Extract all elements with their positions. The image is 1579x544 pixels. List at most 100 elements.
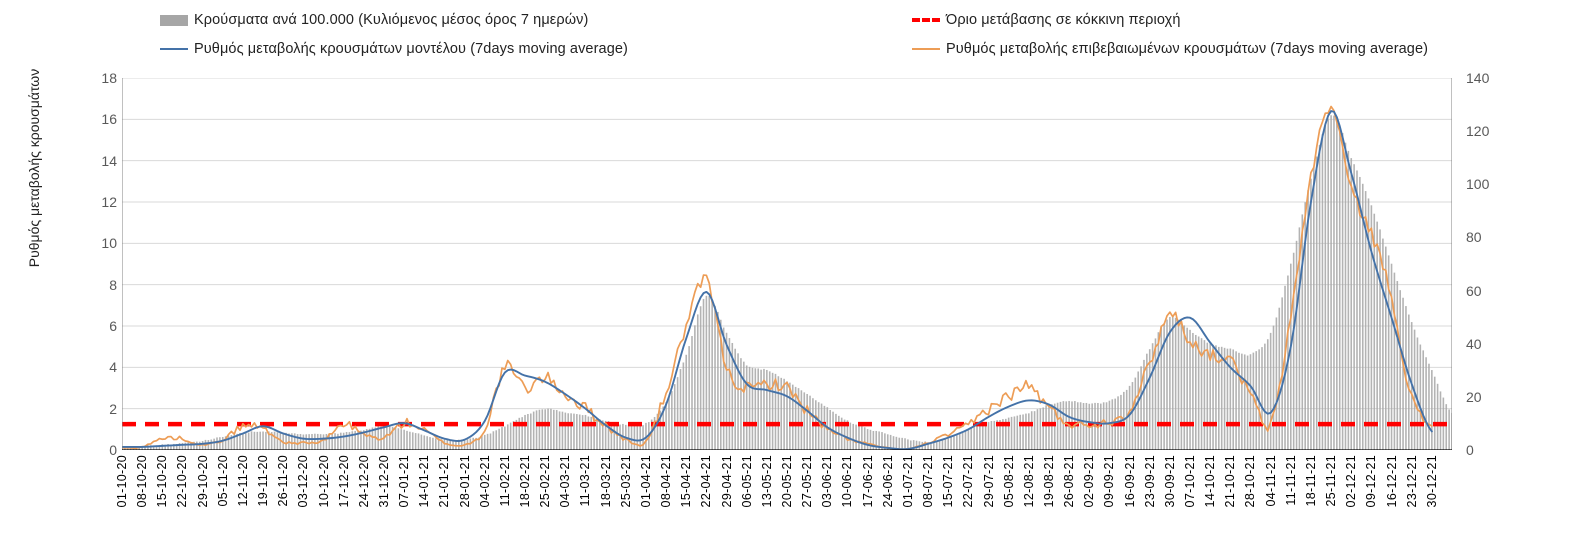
legend-label-confirmed-rate: Ρυθμός μεταβολής επιβεβαιωμένων κρουσμάτ… <box>946 41 1429 57</box>
line-swatch-icon-orange <box>912 48 940 50</box>
x-axis-tick-label: 21-01-21 <box>437 455 452 508</box>
x-axis-tick-label: 01-04-21 <box>638 455 653 508</box>
x-axis-tick-label: 08-07-21 <box>921 455 936 508</box>
y-axis-right-tick: 40 <box>1466 335 1482 352</box>
x-axis-tick-label: 30-09-21 <box>1162 455 1177 508</box>
y-axis-right-tick: 0 <box>1466 442 1474 458</box>
legend-label-threshold: Όριο μετάβασης σε κόκκινη περιοχή <box>946 12 1181 28</box>
x-axis-tick-label: 18-11-21 <box>1303 455 1318 507</box>
x-axis-tick-label: 05-08-21 <box>1001 455 1016 508</box>
x-axis-tick-label: 11-02-21 <box>497 455 512 507</box>
y-axis-left-tick: 2 <box>109 400 117 417</box>
x-axis-tick-label: 15-07-21 <box>941 455 956 508</box>
y-axis-left-title: Ρυθμός μεταβολής κρουσμάτων <box>26 68 42 268</box>
y-axis-left-tick: 6 <box>109 318 117 334</box>
x-axis-tick-label: 26-11-20 <box>276 455 291 507</box>
legend-item-confirmed-rate[interactable]: Ρυθμός μεταβολής επιβεβαιωμένων κρουσμάτ… <box>912 41 1428 57</box>
x-axis-tick-label: 30-12-21 <box>1424 455 1439 508</box>
plot-area <box>122 78 1452 450</box>
x-axis-tick-label: 25-11-21 <box>1324 455 1339 507</box>
x-axis-tick-label: 03-06-21 <box>820 455 835 508</box>
x-axis-tick-label: 22-07-21 <box>961 455 976 508</box>
y-axis-left-tick: 16 <box>101 111 117 128</box>
x-axis-tick-label: 12-11-20 <box>235 455 250 507</box>
x-axis-tick-label: 08-10-20 <box>135 455 150 508</box>
x-axis-tick-label: 25-02-21 <box>538 455 553 508</box>
x-axis-tick-label: 14-01-21 <box>417 455 432 508</box>
x-axis-tick-label: 12-08-21 <box>1021 455 1036 508</box>
x-axis-tick-label: 03-12-20 <box>296 455 311 508</box>
x-axis-tick-label: 20-05-21 <box>780 455 794 508</box>
y-axis-left-tick: 4 <box>109 359 117 376</box>
x-axis-tick-label: 21-10-21 <box>1223 455 1238 508</box>
x-axis-tick-label: 08-04-21 <box>659 455 674 508</box>
x-axis-tick-label: 17-12-20 <box>336 455 351 508</box>
x-axis-tick-label: 13-05-21 <box>759 455 774 508</box>
x-axis-tick-label: 04-03-21 <box>558 455 573 508</box>
x-axis-tick-label: 09-09-21 <box>1102 455 1117 508</box>
x-axis-tick-label: 02-09-21 <box>1082 455 1097 508</box>
legend-item-cases-bar[interactable]: Κρούσματα ανά 100.000 (Κυλιόμενος μέσος … <box>160 12 588 28</box>
x-axis-tick-label: 23-09-21 <box>1142 455 1157 508</box>
x-axis-tick-label: 10-06-21 <box>840 455 855 508</box>
x-axis-tick-label: 19-11-20 <box>256 455 271 507</box>
y-axis-right-tick: 60 <box>1466 282 1482 299</box>
x-axis-tick-label: 05-11-20 <box>215 455 230 507</box>
y-axis-left-tick: 14 <box>101 152 117 169</box>
x-axis-tick-label: 14-10-21 <box>1203 455 1218 508</box>
legend-item-model-rate[interactable]: Ρυθμός μεταβολής κρουσμάτων μοντέλου (7d… <box>160 41 628 57</box>
x-axis-tick-label: 07-10-21 <box>1183 455 1198 508</box>
chart-canvas <box>122 78 1452 450</box>
x-axis-tick-label: 18-02-21 <box>518 455 533 508</box>
y-axis-left-tick: 12 <box>101 194 117 210</box>
x-axis-tick-label: 11-03-21 <box>578 455 593 507</box>
x-axis-tick-label: 22-04-21 <box>699 455 714 508</box>
x-axis-tick-label: 31-12-20 <box>376 455 391 508</box>
y-axis-right-tick: 100 <box>1466 176 1490 193</box>
x-axis-tick-label: 16-09-21 <box>1122 455 1137 508</box>
x-axis-tick-label: 28-01-21 <box>457 455 472 508</box>
line-swatch-icon <box>160 48 188 50</box>
x-axis-tick-label: 16-12-21 <box>1384 455 1399 508</box>
x-axis-tick-label: 29-07-21 <box>981 455 996 508</box>
x-axis-tick-label: 15-10-20 <box>155 455 170 508</box>
x-axis-tick-label: 28-10-21 <box>1243 455 1258 508</box>
x-axis-tick-labels: 01-10-20 08-10-20 15-10-20 22-10-20 29-10-20… <box>115 455 1452 544</box>
x-axis-tick-label: 02-12-21 <box>1344 455 1359 508</box>
x-axis-tick-label: 23-12-21 <box>1404 455 1419 508</box>
legend-item-threshold[interactable]: Όριο μετάβασης σε κόκκινη περιοχή <box>912 12 1181 28</box>
y-axis-right-tick: 120 <box>1466 123 1490 140</box>
y-axis-left-tick: 18 <box>101 70 117 86</box>
x-axis-tick-label: 26-08-21 <box>1062 455 1077 508</box>
x-axis-tick-label: 04-11-21 <box>1263 455 1278 507</box>
x-axis-tick-label: 17-06-21 <box>860 455 875 508</box>
x-axis-tick-label: 24-06-21 <box>880 455 895 508</box>
y-axis-left-tick: 0 <box>109 442 117 458</box>
y-axis-right-tick: 140 <box>1466 70 1490 86</box>
x-axis-tick-label: 07-01-21 <box>397 455 412 508</box>
bar-swatch-icon <box>160 14 188 26</box>
x-axis-tick-label: 09-12-21 <box>1364 455 1379 508</box>
dashed-line-swatch-icon <box>912 18 940 22</box>
x-axis-tick-label: 27-05-21 <box>800 455 815 508</box>
y-axis-right-tick: 80 <box>1466 229 1482 246</box>
x-axis-tick-label: 04-02-21 <box>477 455 492 508</box>
x-axis-tick-label: 06-05-21 <box>739 455 754 508</box>
x-axis-tick-label: 15-04-21 <box>679 455 694 508</box>
y-axis-left-tick: 8 <box>109 276 117 293</box>
legend-label-model-rate: Ρυθμός μεταβολής κρουσμάτων μοντέλου (7d… <box>194 41 628 57</box>
x-axis-tick-label: 10-12-20 <box>316 455 331 508</box>
x-axis-tick-label: 24-12-20 <box>356 455 371 508</box>
y-axis-left-tick: 10 <box>101 235 117 252</box>
x-axis-tick-label: 25-03-21 <box>618 455 633 508</box>
x-axis-tick-label: 22-10-20 <box>175 455 190 508</box>
x-axis-tick-label: 01-07-21 <box>900 455 915 508</box>
x-axis-tick-label: 29-04-21 <box>719 455 734 508</box>
legend-label-cases-bar: Κρούσματα ανά 100.000 (Κυλιόμενος μέσος … <box>194 12 589 28</box>
x-axis-tick-label: 11-11-21 <box>1283 455 1298 506</box>
chart-legend: Κρούσματα ανά 100.000 (Κυλιόμενος μέσος … <box>0 0 1579 62</box>
x-axis-tick-label: 01-10-20 <box>115 455 129 508</box>
x-axis-tick-label: 19-08-21 <box>1041 455 1056 508</box>
x-axis-tick-label: 29-10-20 <box>195 455 210 508</box>
